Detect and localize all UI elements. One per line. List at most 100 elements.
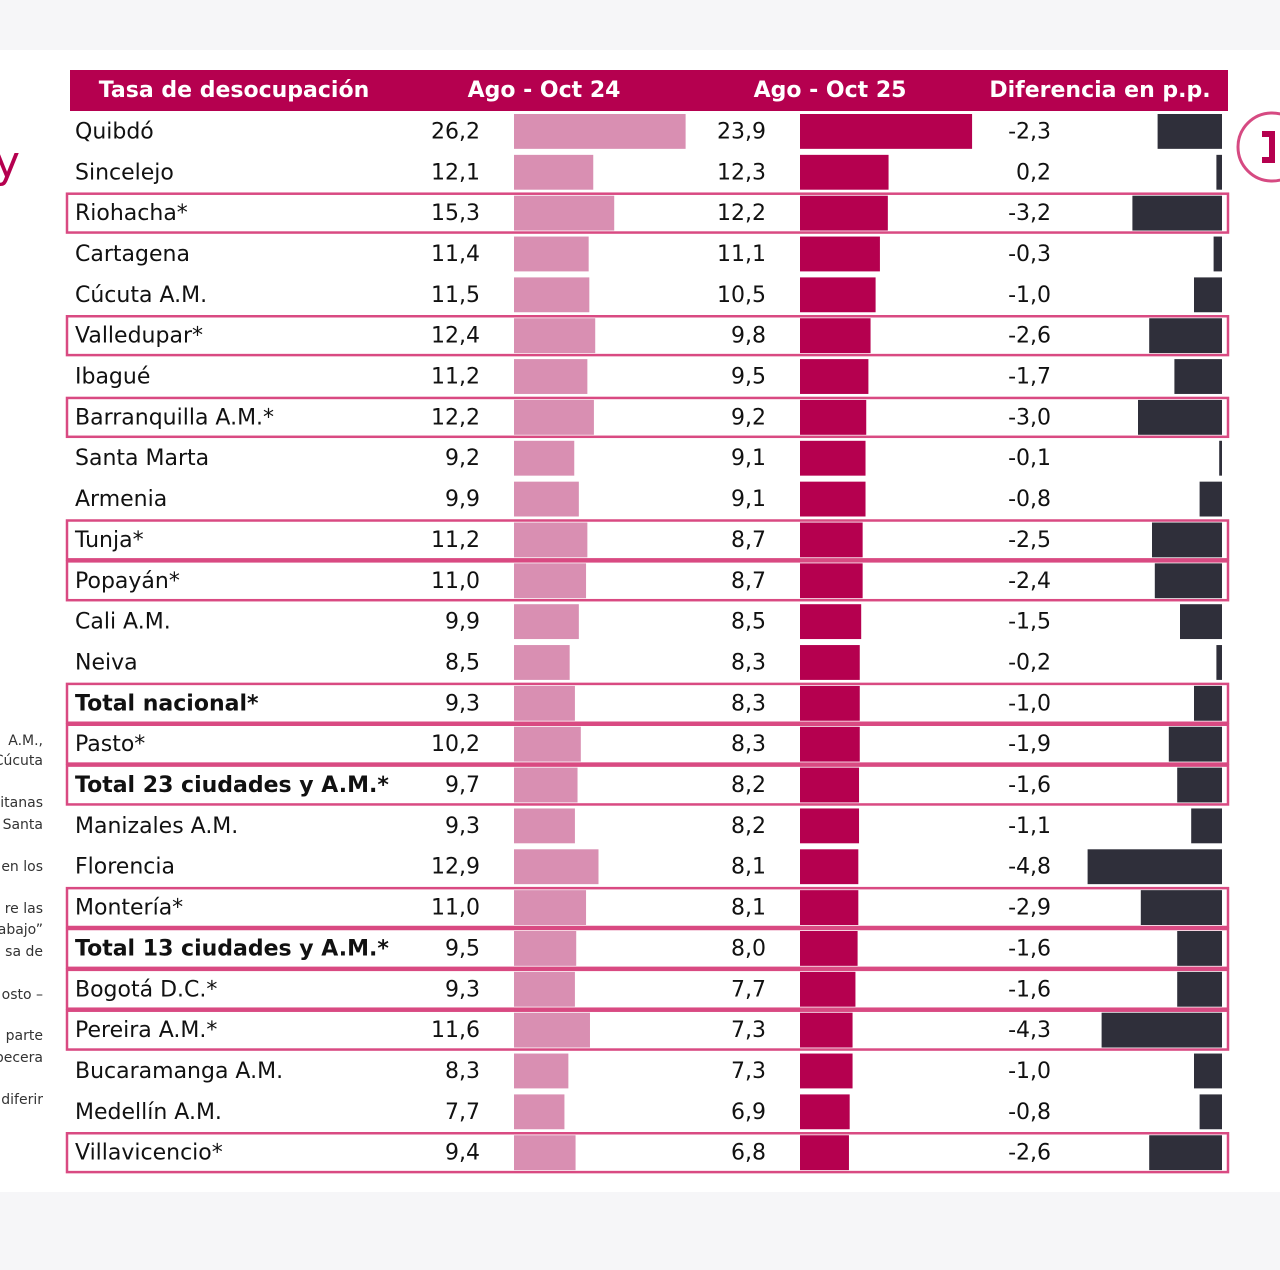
cell-value: -1,7 bbox=[1008, 365, 1051, 390]
cell-value: 10,5 bbox=[717, 283, 766, 308]
row-name: Valledupar* bbox=[75, 324, 203, 349]
cell-value: 8,7 bbox=[731, 528, 766, 553]
cell-bar bbox=[800, 277, 876, 313]
row-highlight bbox=[65, 723, 1230, 765]
cell-bar bbox=[1152, 522, 1222, 558]
cell-bar bbox=[514, 195, 615, 231]
side-note: Cúcuta bbox=[0, 753, 43, 769]
cell-value: 8,3 bbox=[445, 1059, 480, 1084]
cell-value: -0,8 bbox=[1008, 1100, 1051, 1125]
cell-bar bbox=[514, 563, 587, 599]
cell-value: -1,0 bbox=[1008, 691, 1051, 716]
cell-bar bbox=[1199, 481, 1222, 517]
cell-value: 9,2 bbox=[731, 405, 766, 430]
cell-bar bbox=[800, 359, 869, 394]
cell-bar bbox=[1101, 1012, 1222, 1048]
cell-bar bbox=[800, 481, 866, 517]
row-name: Neiva bbox=[75, 650, 138, 675]
row-highlight bbox=[65, 968, 1230, 1010]
cell-bar bbox=[514, 931, 577, 966]
cell-bar bbox=[514, 318, 596, 354]
cell-value: 11,0 bbox=[431, 896, 480, 921]
cell-bar bbox=[1180, 604, 1222, 640]
cell-bar bbox=[1140, 890, 1222, 925]
cell-bar bbox=[800, 1135, 849, 1171]
side-note: itanas bbox=[0, 795, 43, 811]
cell-value: -0,2 bbox=[1008, 650, 1051, 675]
cell-value: 8,1 bbox=[731, 855, 766, 880]
row-highlight bbox=[65, 764, 1230, 806]
row-name: Ibagué bbox=[75, 365, 150, 390]
row-highlight bbox=[65, 560, 1230, 602]
cell-bar bbox=[514, 1012, 590, 1048]
cell-value: -2,9 bbox=[1008, 896, 1051, 921]
cell-value: 6,8 bbox=[731, 1141, 766, 1166]
cell-bar bbox=[1149, 318, 1222, 354]
side-note: A.M., bbox=[8, 733, 43, 749]
column-header: Ago - Oct 24 bbox=[468, 78, 621, 103]
row-highlight bbox=[65, 519, 1230, 561]
cell-value: 11,1 bbox=[717, 242, 766, 267]
cell-bar bbox=[1199, 1094, 1222, 1130]
cell-value: -2,3 bbox=[1008, 119, 1051, 144]
cell-value: 8,5 bbox=[731, 610, 766, 635]
cell-bar bbox=[800, 931, 858, 966]
cell-bar bbox=[1132, 195, 1222, 231]
cell-value: -0,1 bbox=[1008, 446, 1051, 471]
cell-bar bbox=[800, 645, 860, 680]
cell-bar bbox=[514, 971, 575, 1007]
cell-value: 7,7 bbox=[445, 1100, 480, 1125]
cell-value: 9,9 bbox=[445, 610, 480, 635]
cell-bar bbox=[514, 236, 589, 272]
cell-value: 9,7 bbox=[445, 773, 480, 798]
row-name: Santa Marta bbox=[75, 446, 209, 471]
cell-bar bbox=[514, 154, 594, 190]
cell-value: 11,2 bbox=[431, 528, 480, 553]
cell-value: 9,5 bbox=[731, 365, 766, 390]
side-note: abajo” bbox=[0, 922, 43, 938]
logo-mark bbox=[1262, 131, 1275, 163]
cell-bar bbox=[514, 604, 579, 640]
row-highlight bbox=[65, 396, 1230, 439]
cell-value: 12,9 bbox=[431, 855, 480, 880]
cell-bar bbox=[1157, 114, 1222, 149]
cell-value: 8,7 bbox=[731, 569, 766, 594]
row-highlight bbox=[65, 1009, 1230, 1051]
row-name: Sincelejo bbox=[75, 160, 174, 185]
side-note: en los bbox=[1, 859, 43, 875]
cell-bar bbox=[514, 1094, 565, 1130]
cell-bar bbox=[800, 808, 860, 844]
cell-value: 9,5 bbox=[445, 936, 480, 961]
cell-bar bbox=[800, 440, 866, 476]
cell-value: 9,1 bbox=[731, 446, 766, 471]
cell-bar bbox=[800, 849, 859, 885]
cell-value: 26,2 bbox=[431, 119, 480, 144]
cell-bar bbox=[514, 685, 575, 721]
cell-value: 12,4 bbox=[431, 324, 480, 349]
cell-value: 12,2 bbox=[431, 405, 480, 430]
cell-value: 11,4 bbox=[431, 242, 480, 267]
cell-value: 11,5 bbox=[431, 283, 480, 308]
cell-bar bbox=[1087, 849, 1222, 885]
cell-value: -1,0 bbox=[1008, 1059, 1051, 1084]
cell-bar bbox=[1219, 440, 1222, 476]
cell-value: 7,3 bbox=[731, 1018, 766, 1043]
cell-bar bbox=[800, 1012, 853, 1048]
cell-bar bbox=[1149, 1135, 1222, 1171]
row-highlight bbox=[65, 1132, 1230, 1174]
cell-value: 9,3 bbox=[445, 814, 480, 839]
cell-bar bbox=[1216, 154, 1222, 190]
column-header: Tasa de desocupación bbox=[99, 78, 369, 103]
cell-value: -1,0 bbox=[1008, 283, 1051, 308]
row-name: Riohacha* bbox=[75, 201, 188, 226]
cell-bar bbox=[1154, 563, 1222, 599]
side-note: sa de bbox=[5, 944, 43, 960]
cell-value: 11,2 bbox=[431, 365, 480, 390]
cell-value: 8,2 bbox=[731, 773, 766, 798]
cell-bar bbox=[800, 236, 880, 272]
cell-bar bbox=[514, 114, 686, 149]
cell-bar bbox=[514, 399, 594, 435]
cell-bar bbox=[1194, 685, 1222, 721]
row-name: Manizales A.M. bbox=[75, 814, 238, 839]
